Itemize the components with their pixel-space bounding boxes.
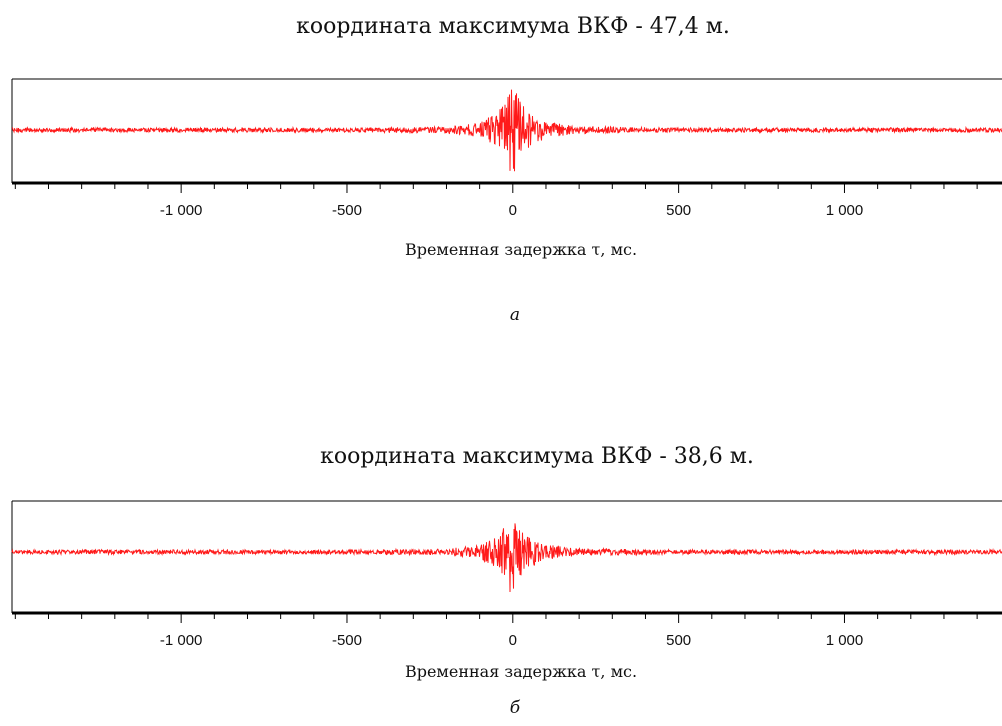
x-tick-label-a-1: -500	[332, 202, 362, 219]
x-tick-label-a-4: 1 000	[826, 202, 864, 219]
x-tick-label-a-2: 0	[509, 202, 517, 219]
chart-title-b: координата максимума ВКФ - 38,6 м.	[320, 444, 754, 469]
x-axis-label-b: Временная задержка τ, мс.	[404, 662, 638, 681]
plot-area-b: -1 000 -500 0 500 1 000	[11, 500, 1002, 649]
x-tick-label-b-4: 1 000	[826, 632, 864, 649]
chart-panel-b: координата максимума ВКФ - 38,6 м. -1 00…	[0, 430, 1002, 726]
x-tick-label-a-3: 500	[666, 202, 691, 219]
panel-label-a: а	[509, 305, 521, 325]
signal-trace-a	[12, 89, 1002, 172]
signal-trace-b	[11, 523, 1002, 593]
x-tick-label-b-0: -1 000	[160, 632, 203, 649]
panel-label-b: б	[509, 698, 521, 718]
chart-panel-a: координата максимума ВКФ - 47,4 м. -1 00…	[0, 0, 1002, 340]
x-axis-label-a: Временная задержка τ, мс.	[404, 240, 638, 259]
chart-title-a: координата максимума ВКФ - 47,4 м.	[296, 14, 730, 39]
plot-area-a: -1 000 -500 0 500 1 000	[11, 78, 1002, 219]
x-tick-label-b-2: 0	[509, 632, 517, 649]
x-tick-label-b-3: 500	[666, 632, 691, 649]
x-tick-label-b-1: -500	[332, 632, 362, 649]
x-tick-label-a-0: -1 000	[160, 202, 203, 219]
